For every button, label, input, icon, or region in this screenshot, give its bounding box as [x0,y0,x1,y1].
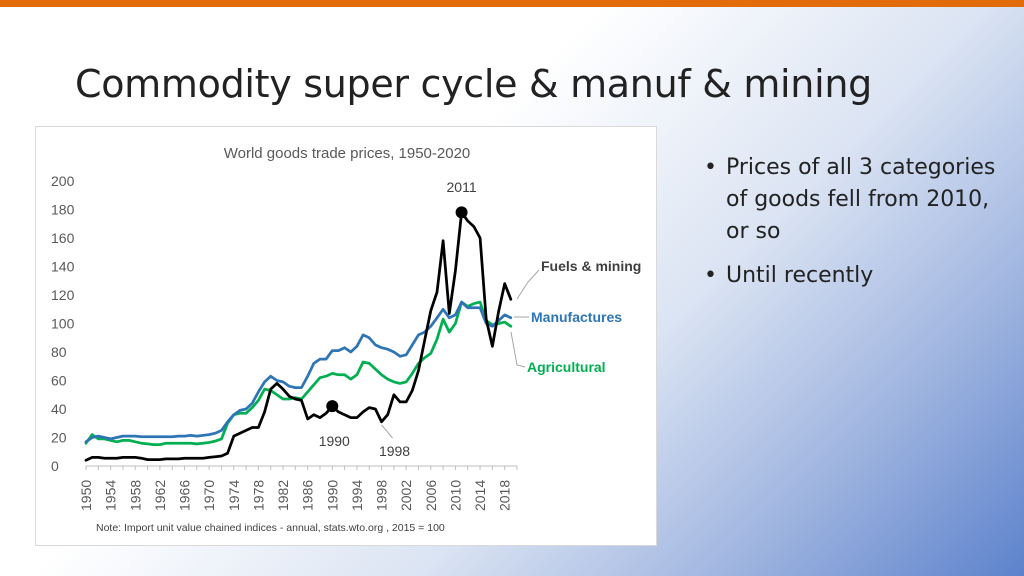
x-tick-label: 1998 [374,480,390,511]
y-tick-label: 80 [51,344,67,360]
y-tick-label: 120 [51,287,75,303]
x-tick-label: 1978 [250,480,266,511]
annotation-leader [381,424,393,439]
y-tick-label: 40 [51,401,67,417]
series-line-fuels-mining [84,210,513,462]
x-tick-label: 1986 [300,480,316,511]
y-tick-label: 140 [51,259,75,275]
series-label: Fuels & mining [541,258,641,274]
x-tick-label: 1950 [78,480,94,511]
bullet-dot-icon: • [704,263,717,288]
x-tick-label: 1958 [127,480,143,511]
x-tick-label: 1970 [201,480,217,511]
x-axis: 1950 1954 1958 1962 1966 1970 1974 1978 1982 1986… [78,465,518,511]
bullet-dot-icon: • [704,155,717,180]
y-tick-label: 60 [51,373,67,389]
bullet-text: Until recently [726,263,874,288]
bullet-list: • Prices of all 3 categories of goods fel… [704,152,1004,304]
series-label: Agricultural [527,359,606,375]
x-tick-label: 2014 [472,480,488,511]
annotation-label: 1990 [319,433,350,449]
chart-note: Note: Import unit value chained indices … [96,522,445,534]
y-tick-label: 100 [51,316,75,332]
x-tick-label: 1966 [177,480,193,511]
line-chart: World goods trade prices, 1950-2020 0 20 4… [51,145,642,534]
y-axis: 0 20 40 60 80 100 120 140 160 180 200 [51,173,75,474]
bullet-item: • Prices of all 3 categories of goods fel… [704,152,1004,248]
x-tick-label: 1994 [349,480,365,511]
series-line-manufactures [84,300,513,444]
chart-title: World goods trade prices, 1950-2020 [224,145,471,162]
x-tick-label: 2018 [497,480,513,511]
annotation-marker [455,206,468,219]
x-tick-label: 2002 [398,480,414,511]
y-tick-label: 160 [51,230,75,246]
annotation-label: 2011 [447,179,477,195]
series-line-agricultural [84,300,513,446]
x-tick-label: 1954 [103,480,119,511]
y-tick-label: 0 [51,458,59,474]
y-tick-label: 20 [51,430,67,446]
bullet-text: Prices of all 3 categories of goods fell… [726,155,996,244]
series-lines [84,210,513,462]
callouts: Fuels & mining Manufactures Agricultural 20… [319,179,642,459]
top-accent-bar [0,0,1024,7]
x-tick-label: 1962 [152,480,168,511]
y-tick-label: 180 [51,202,75,218]
x-tick-label: 1990 [324,480,340,511]
annotation-label: 1998 [379,443,410,459]
x-tick-label: 2006 [423,480,439,511]
bullet-item: • Until recently [704,260,1004,292]
x-tick-label: 1982 [275,480,291,511]
slide-title: Commodity super cycle & manuf & mining [75,62,872,106]
x-tick-label: 1974 [226,480,242,511]
y-tick-label: 200 [51,173,75,189]
series-label-leader [510,331,526,368]
annotation-marker [326,400,339,413]
series-label-leader [516,269,540,300]
x-tick-label: 2010 [447,480,463,511]
chart-panel: World goods trade prices, 1950-2020 0 20 4… [35,126,657,546]
series-label: Manufactures [531,309,622,325]
